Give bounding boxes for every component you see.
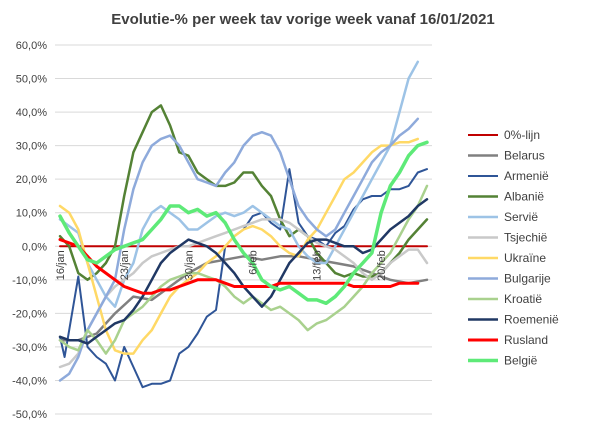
legend-entry: België (504, 354, 538, 368)
x-tick-label: 23/jan (119, 250, 131, 280)
x-tick-label: 6/feb (248, 250, 260, 274)
legend: 0%-lijn Belarus Armenië Albanië Servië Tsjech… (468, 128, 559, 368)
chart-title: Evolutie-% per week tav vorige week vana… (111, 11, 495, 28)
y-tick-label: -10,0% (12, 275, 47, 287)
series-line-Servië (58, 60, 420, 308)
legend-entry: Rusland (504, 333, 548, 347)
series-line-Belarus (58, 255, 429, 342)
legend-entry: Ukraïne (504, 251, 546, 265)
series-line-Ukraïne (58, 137, 420, 355)
y-tick-label: -40,0% (12, 375, 47, 387)
legend-entry: Tsjechië (504, 231, 548, 245)
y-tick-label: 30,0% (16, 141, 47, 153)
y-tick-label: -30,0% (12, 342, 47, 354)
y-tick-label: 0,0% (22, 241, 47, 253)
legend-entry: Albanië (504, 190, 544, 204)
legend-entry: Servië (504, 210, 538, 224)
x-tick-label: 30/jan (183, 250, 195, 280)
x-tick-label: 16/jan (55, 250, 67, 280)
legend-entry: Bulgarije (504, 272, 551, 286)
series-line-Tsjechië (58, 218, 429, 369)
legend-entry: Roemenië (504, 313, 559, 327)
legend-entry: Armenië (504, 169, 549, 183)
y-tick-label: 40,0% (16, 107, 47, 119)
series-line-Kroatië (58, 184, 429, 355)
y-tick-label: -20,0% (12, 308, 47, 320)
legend-entry: 0%-lijn (504, 128, 540, 142)
legend-entry: Kroatië (504, 292, 542, 306)
series-line-Bulgarije (58, 117, 420, 382)
y-tick-label: -50,0% (12, 409, 47, 421)
x-tick-label: 13/feb (312, 250, 324, 281)
x-axis-ticks: 16/jan 23/jan 30/jan 6/feb 13/feb 20/feb (55, 250, 388, 281)
y-tick-label: 20,0% (16, 174, 47, 186)
y-tick-label: 50,0% (16, 74, 47, 86)
series-lines (58, 60, 429, 389)
y-axis-ticks: 60,0% 50,0% 40,0% 30,0% 20,0% 10,0% 0,0% -10,0%… (12, 40, 47, 421)
legend-entry: Belarus (504, 149, 545, 163)
y-tick-label: 60,0% (16, 40, 47, 52)
series-line-Rusland (58, 238, 420, 295)
y-tick-label: 10,0% (16, 208, 47, 220)
series-line-België (58, 140, 429, 306)
x-tick-label: 20/feb (376, 250, 388, 281)
